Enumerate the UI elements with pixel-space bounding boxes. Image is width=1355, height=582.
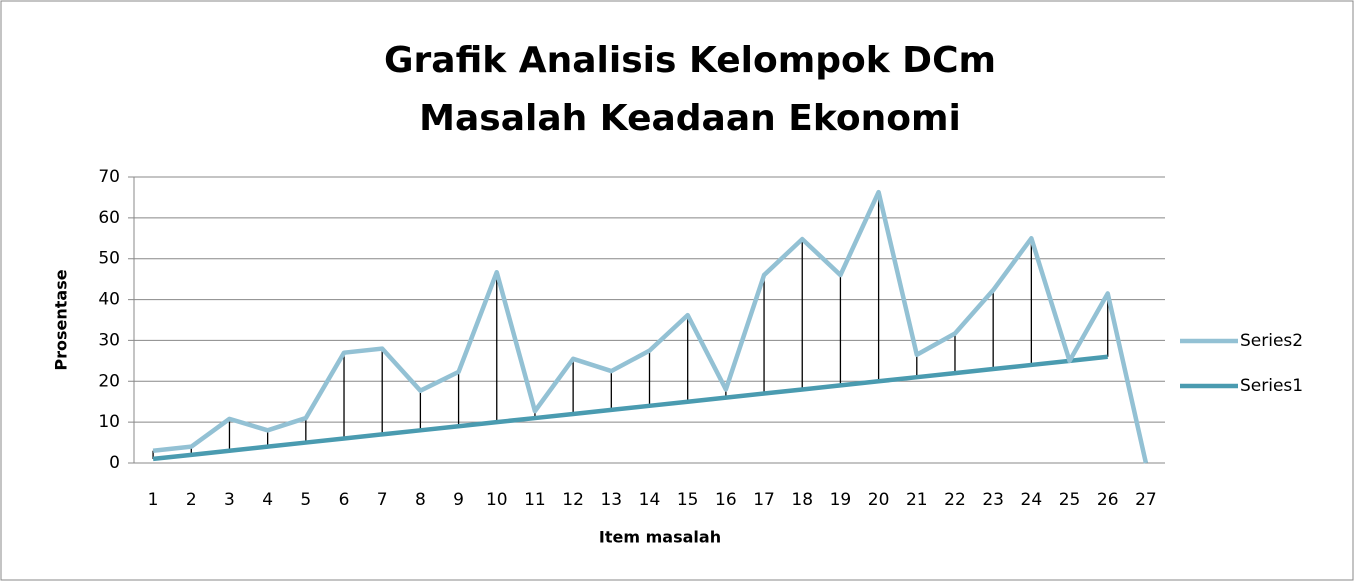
x-tick-label: 13	[600, 490, 622, 510]
x-tick-label: 19	[830, 490, 852, 510]
x-tick-label: 11	[524, 490, 546, 510]
x-tick-label: 14	[639, 490, 661, 510]
y-tick-label: 0	[109, 453, 120, 473]
chart-title: Grafik Analisis Kelompok DCm	[384, 40, 996, 81]
y-axis-title: Prosentase	[52, 269, 71, 370]
x-tick-label: 10	[486, 490, 508, 510]
x-tick-label: 21	[906, 490, 928, 510]
x-tick-label: 7	[377, 490, 388, 510]
y-tick-label: 40	[98, 290, 120, 310]
x-tick-label: 18	[791, 490, 813, 510]
x-axis-title: Item masalah	[599, 528, 721, 547]
x-tick-label: 20	[868, 490, 890, 510]
x-tick-label: 2	[186, 490, 197, 510]
chart-subtitle: Masalah Keadaan Ekonomi	[419, 98, 961, 139]
x-tick-label: 27	[1135, 490, 1157, 510]
x-tick-label: 12	[562, 490, 584, 510]
series-line	[152, 189, 1149, 464]
x-tick-label: 8	[415, 490, 426, 510]
y-tick-label: 70	[98, 167, 120, 187]
series-line	[152, 354, 1108, 462]
x-tick-label: 4	[262, 490, 273, 510]
y-tick-label: 20	[98, 371, 120, 391]
y-tick-label: 30	[98, 330, 120, 350]
y-tick-label: 60	[98, 208, 120, 228]
x-tick-label: 16	[715, 490, 737, 510]
x-tick-label: 23	[982, 490, 1004, 510]
legend-label: Series2	[1240, 331, 1303, 351]
x-tick-label: 6	[339, 490, 350, 510]
x-tick-label: 24	[1021, 490, 1043, 510]
legend-label: Series1	[1240, 376, 1303, 396]
x-tick-label: 25	[1059, 490, 1081, 510]
x-tick-label: 15	[677, 490, 699, 510]
x-tick-label: 1	[148, 490, 159, 510]
x-tick-label: 17	[753, 490, 775, 510]
x-tick-label: 26	[1097, 490, 1119, 510]
x-tick-label: 3	[224, 490, 235, 510]
x-tick-label: 5	[300, 490, 311, 510]
x-tick-label: 22	[944, 490, 966, 510]
y-tick-label: 50	[98, 249, 120, 269]
x-tick-label: 9	[453, 490, 464, 510]
y-tick-label: 10	[98, 412, 120, 432]
